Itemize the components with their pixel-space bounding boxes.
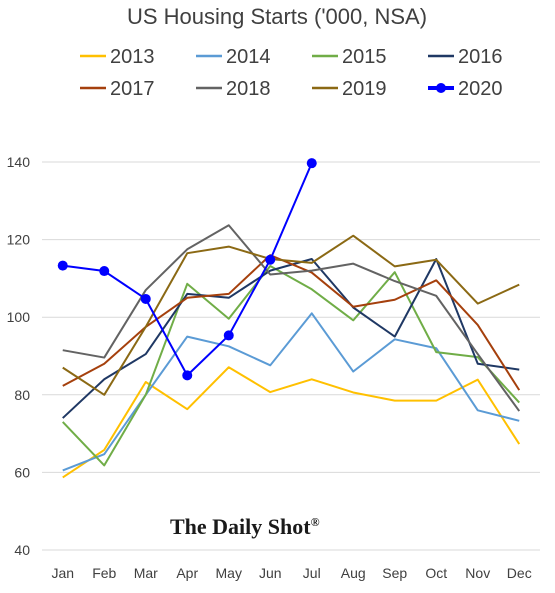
series-2014 xyxy=(62,312,520,472)
chart-title: US Housing Starts ('000, NSA) xyxy=(127,4,427,29)
data-point xyxy=(182,370,193,381)
series-line xyxy=(62,224,521,412)
series-line xyxy=(62,254,521,391)
series-2018 xyxy=(62,224,521,412)
series-2020 xyxy=(57,158,317,381)
y-tick-label: 40 xyxy=(14,542,30,558)
series-2015 xyxy=(62,264,520,467)
watermark-text: The Daily Shot xyxy=(170,514,311,539)
y-tick-label: 100 xyxy=(7,309,31,325)
watermark: The Daily Shot® xyxy=(170,514,320,539)
legend-item: 2016 xyxy=(428,46,503,68)
legend-item: 2015 xyxy=(312,46,387,68)
gridlines xyxy=(42,161,540,551)
legend-item: 2017 xyxy=(80,78,155,100)
legend-label: 2019 xyxy=(342,78,387,100)
legend-label: 2020 xyxy=(458,78,503,100)
plot-area xyxy=(57,158,521,479)
x-tick-label: Jun xyxy=(259,565,282,581)
x-tick-label: Aug xyxy=(341,565,366,581)
data-point xyxy=(265,254,276,265)
legend-label: 2018 xyxy=(226,78,271,100)
x-tick-label: Nov xyxy=(465,565,490,581)
data-point xyxy=(57,260,68,271)
data-point xyxy=(140,293,151,304)
x-tick-label: Apr xyxy=(176,565,198,581)
x-axis: Jan Feb Mar Apr May Jun Jul Aug Sep Oct Nov Dec xyxy=(51,565,531,581)
legend-label: 2015 xyxy=(342,46,387,68)
x-tick-label: May xyxy=(216,565,242,581)
series-line xyxy=(62,366,521,479)
x-tick-label: Mar xyxy=(134,565,158,581)
x-tick-label: Dec xyxy=(507,565,532,581)
legend-marker xyxy=(436,83,446,93)
series-line xyxy=(62,264,520,467)
data-point xyxy=(99,266,110,277)
y-axis: 40 60 80 100 120 140 xyxy=(7,154,31,558)
legend-item: 2013 xyxy=(80,46,155,68)
series-2017 xyxy=(62,254,521,391)
legend-item: 2020 xyxy=(428,78,503,100)
x-tick-label: Jan xyxy=(51,565,74,581)
y-tick-label: 120 xyxy=(7,232,31,248)
legend-label: 2013 xyxy=(110,46,155,68)
x-tick-label: Jul xyxy=(303,565,321,581)
series-2013 xyxy=(62,366,521,479)
legend-label: 2014 xyxy=(226,46,271,68)
series-line xyxy=(62,234,520,396)
legend-label: 2016 xyxy=(458,46,503,68)
legend: 2013 2014 2015 2016 2017 2018 2019 2020 xyxy=(80,46,503,100)
data-point xyxy=(306,158,317,169)
legend-item: 2014 xyxy=(196,46,271,68)
y-tick-label: 60 xyxy=(14,464,30,480)
x-tick-label: Oct xyxy=(425,565,447,581)
series-line xyxy=(62,312,520,472)
data-point xyxy=(223,330,234,341)
x-tick-label: Sep xyxy=(382,565,407,581)
x-tick-label: Feb xyxy=(92,565,116,581)
y-tick-label: 140 xyxy=(7,154,31,170)
legend-item: 2018 xyxy=(196,78,271,100)
legend-item: 2019 xyxy=(312,78,387,100)
y-tick-label: 80 xyxy=(14,387,30,403)
legend-label: 2017 xyxy=(110,78,155,100)
watermark-mark: ® xyxy=(311,515,320,529)
series-2019 xyxy=(62,234,520,396)
